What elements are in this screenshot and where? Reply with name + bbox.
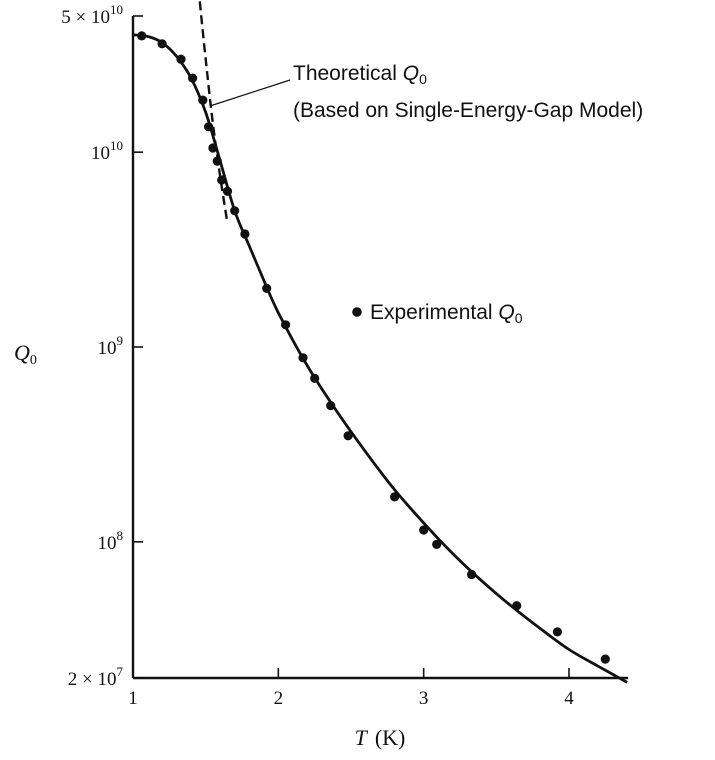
y-tick-exponent: 10 — [110, 2, 123, 17]
experimental-legend-symbol: Q — [498, 301, 514, 324]
y-tick-exponent: 8 — [117, 528, 124, 543]
experimental-point — [552, 627, 563, 637]
y-tick-mantissa: 2 × 10 — [68, 669, 117, 690]
experimental-point — [137, 31, 147, 41]
experimental-legend-marker — [352, 307, 362, 317]
y-tick-mantissa: 10 — [91, 143, 110, 164]
experimental-point — [262, 283, 272, 293]
experimental-point — [240, 229, 250, 239]
y-tick-label: 108 — [98, 528, 124, 554]
y-tick-mantissa: 5 × 10 — [61, 7, 110, 28]
theoretical-legend-text: Theoretical — [293, 62, 403, 85]
experimental-legend-subscript: 0 — [515, 310, 523, 326]
experimental-point — [198, 95, 208, 105]
experimental-point — [230, 206, 240, 216]
experimental-point — [419, 525, 429, 535]
x-axis-label: T (K) — [355, 725, 406, 750]
theoretical-legend-subscript: 0 — [419, 71, 427, 87]
svg-text:T(K): T (K) — [355, 725, 406, 750]
experimental-point — [204, 122, 214, 132]
x-tick-label: 1 — [128, 688, 138, 709]
theoretical-curve — [198, 0, 229, 224]
y-axis-label: Q0 — [14, 340, 37, 368]
theoretical-legend-line2: (Based on Single-Energy-Gap Model) — [293, 99, 643, 122]
y-tick-label: 109 — [98, 333, 124, 359]
experimental-point — [222, 186, 233, 196]
experimental-point — [281, 320, 291, 330]
experimental-legend: Experimental Q0 — [352, 301, 523, 326]
svg-text:(Based on Single-Energy-Gap Mo: (Based on Single-Energy-Gap Model) — [293, 99, 643, 122]
theoretical-legend-symbol: Q — [403, 62, 419, 85]
theoretical-annotation: Theoretical Q0 (Based on Single-Energy-G… — [209, 62, 643, 122]
y-tick-exponent: 10 — [110, 138, 123, 153]
y-axis-subscript: 0 — [30, 353, 37, 368]
experimental-point — [343, 431, 353, 441]
annotation-leader-line — [209, 79, 291, 107]
y-tick-label: 2 × 107 — [68, 664, 124, 690]
experimental-point — [188, 73, 198, 83]
y-tick-label: 1010 — [91, 138, 123, 164]
experimental-point — [467, 569, 477, 580]
x-tick-label: 2 — [274, 688, 284, 709]
experimental-point — [326, 401, 336, 411]
svg-text:Q0: Q0 — [14, 340, 37, 368]
svg-text:Experimental Q0: Experimental Q0 — [370, 301, 523, 326]
y-tick-label: 5 × 1010 — [61, 2, 123, 28]
x-tick-label: 3 — [419, 688, 429, 709]
y-axis-symbol: Q — [14, 340, 30, 365]
experimental-fit-curve — [132, 33, 628, 684]
experimental-point — [217, 175, 227, 185]
x-axis-symbol: T — [355, 725, 369, 750]
y-tick-mantissa: 10 — [98, 533, 117, 554]
y-tick-mantissa: 10 — [98, 338, 117, 359]
y-tick-exponent: 9 — [117, 333, 124, 348]
experimental-point — [390, 492, 400, 502]
data-series — [132, 0, 628, 684]
experimental-point — [212, 156, 222, 166]
x-axis-unit: (K) — [375, 725, 406, 750]
experimental-point — [176, 54, 186, 64]
experimental-point — [298, 353, 308, 363]
experimental-point — [310, 373, 320, 383]
experimental-point — [208, 143, 218, 153]
x-axis-ticks: 1 2 3 4 — [128, 668, 574, 709]
experimental-point — [600, 654, 610, 664]
experimental-point — [512, 601, 522, 611]
experimental-legend-text: Experimental — [370, 301, 498, 324]
experimental-point — [157, 39, 167, 49]
experimental-point — [432, 539, 442, 550]
x-tick-label: 4 — [564, 688, 574, 709]
y-tick-exponent: 7 — [117, 664, 124, 679]
svg-text:Theoretical Q0: Theoretical Q0 — [293, 62, 427, 87]
